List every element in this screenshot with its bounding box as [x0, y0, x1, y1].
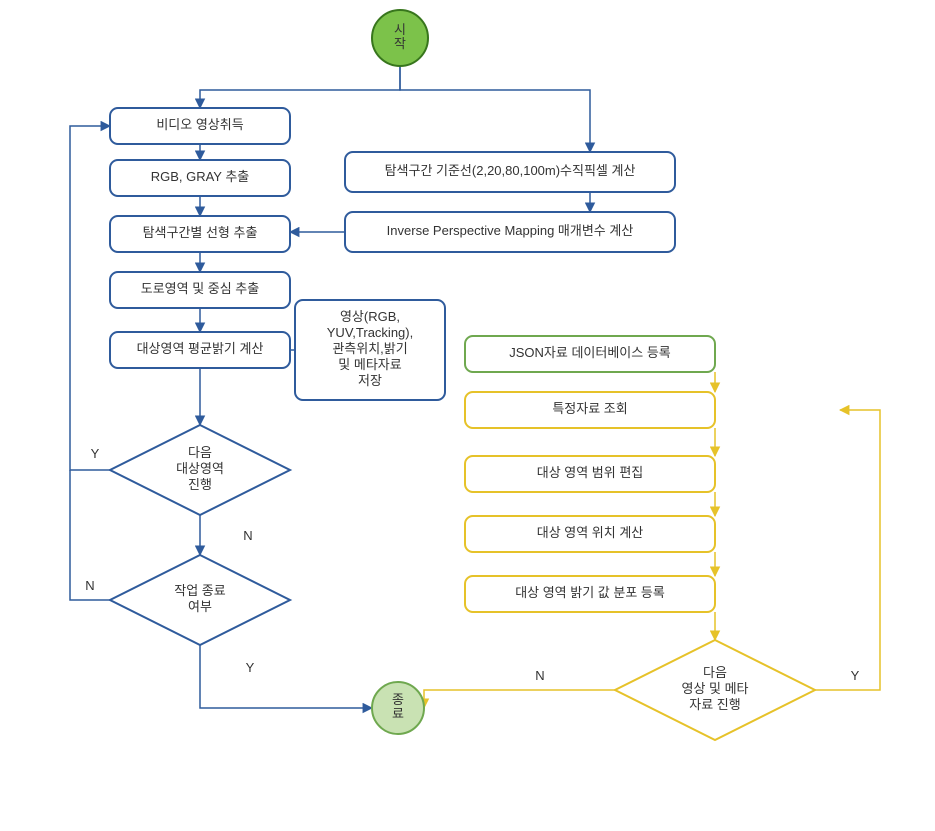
edge — [200, 645, 372, 708]
node-label: 대상 영역 밝기 값 분포 등록 — [515, 585, 665, 600]
node-editRange: 대상 영역 범위 편집 — [465, 456, 715, 492]
node-end: 종료 — [372, 682, 424, 734]
node-specQuery: 특정자료 조회 — [465, 392, 715, 428]
node-label: 탐색구간 기준선(2,20,80,100m)수직픽셀 계산 — [385, 163, 636, 178]
edge-label: Y — [851, 668, 860, 683]
node-label: 대상영역 평균밝기 계산 — [137, 341, 264, 356]
edge — [424, 690, 615, 708]
node-lineExtract: 탐색구간별 선형 추출 — [110, 216, 290, 252]
edge — [70, 126, 110, 470]
node-label: 특정자료 조회 — [552, 401, 627, 416]
edge-label: Y — [246, 660, 255, 675]
edge-label: N — [535, 668, 544, 683]
node-diaNextImg: 다음영상 및 메타자료 진행 — [615, 640, 815, 740]
node-ipm: Inverse Perspective Mapping 매개변수 계산 — [345, 212, 675, 252]
node-calcPos: 대상 영역 위치 계산 — [465, 516, 715, 552]
node-baseline: 탐색구간 기준선(2,20,80,100m)수직픽셀 계산 — [345, 152, 675, 192]
edge — [400, 66, 590, 152]
edge — [200, 66, 400, 108]
nodes-group: 시작비디오 영상취득 RGB, GRAY 추출 탐색구간 기준선(2,20,80,1… — [110, 10, 815, 740]
node-label: 종료 — [392, 692, 404, 721]
edge-label: N — [85, 578, 94, 593]
node-label: RGB, GRAY 추출 — [151, 169, 250, 184]
node-avgBright: 대상영역 평균밝기 계산 — [110, 332, 290, 368]
edge — [815, 410, 880, 690]
node-brightDist: 대상 영역 밝기 값 분포 등록 — [465, 576, 715, 612]
node-label: 대상 영역 범위 편집 — [537, 465, 644, 480]
node-diaEndJob: 작업 종료여부 — [110, 555, 290, 645]
edge-label: N — [243, 528, 252, 543]
node-start: 시작 — [372, 10, 428, 66]
flowchart-canvas: 시작비디오 영상취득 RGB, GRAY 추출 탐색구간 기준선(2,20,80,1… — [0, 0, 935, 831]
node-label: 대상 영역 위치 계산 — [537, 525, 644, 540]
node-label: Inverse Perspective Mapping 매개변수 계산 — [387, 223, 634, 238]
node-jsonDB: JSON자료 데이터베이스 등록 — [465, 336, 715, 372]
node-videoAcq: 비디오 영상취득 — [110, 108, 290, 144]
node-label: 시작 — [394, 22, 406, 51]
node-label: 도로영역 및 중심 추출 — [141, 281, 260, 296]
node-label: 비디오 영상취득 — [156, 117, 243, 132]
node-diaNextArea: 다음대상영역진행 — [110, 425, 290, 515]
node-rgbGray: RGB, GRAY 추출 — [110, 160, 290, 196]
node-label: JSON자료 데이터베이스 등록 — [509, 345, 671, 360]
node-roadCenter: 도로영역 및 중심 추출 — [110, 272, 290, 308]
edge-label: Y — [91, 446, 100, 461]
node-label: 탐색구간별 선형 추출 — [143, 225, 258, 240]
node-saveImg: 영상(RGB,YUV,Tracking),관측위치,밝기및 메타자료저장 — [295, 300, 445, 400]
